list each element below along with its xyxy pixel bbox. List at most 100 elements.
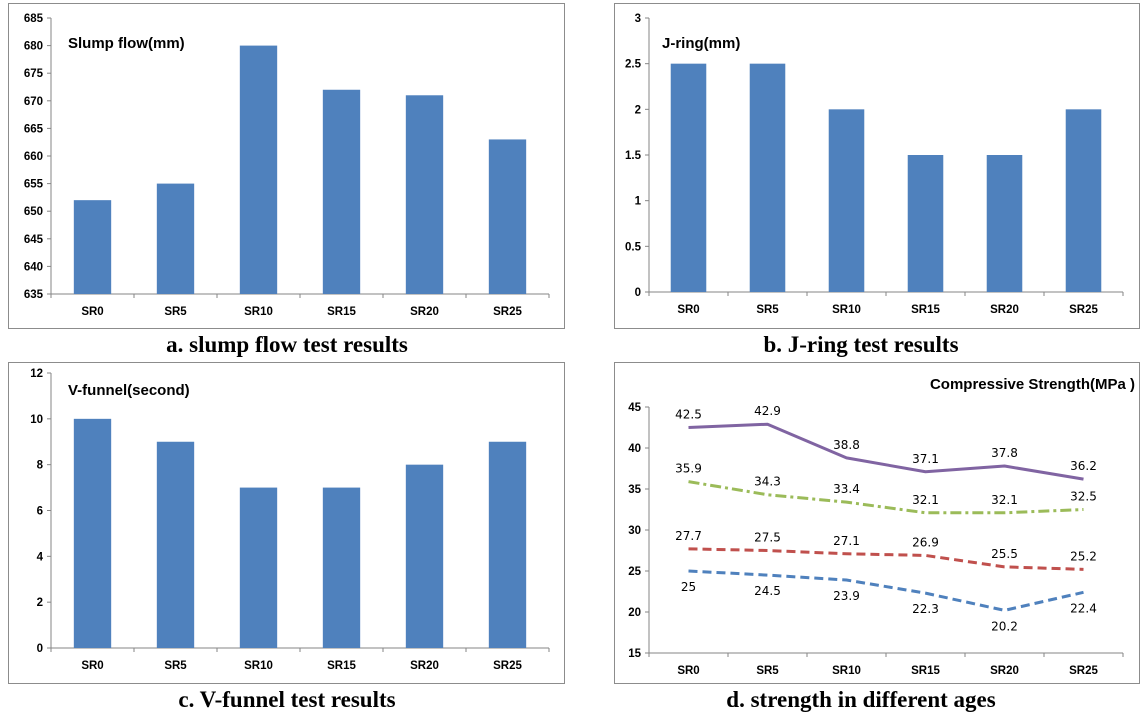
j-ring-bar-sr20 <box>986 155 1023 292</box>
compressive-strength-chart-title: Compressive Strength(MPa ) <box>930 376 1135 393</box>
v-funnel-bar-sr0 <box>73 418 112 648</box>
v-funnel-x-tick-label: SR15 <box>327 660 356 672</box>
compressive-strength-series-2-line <box>688 480 1084 515</box>
compressive-strength-series-3-data-label: 27.7 <box>675 529 702 543</box>
j-ring-chart-title: J-ring(mm) <box>662 35 740 52</box>
caption-compressive-strength: d. strength in different ages <box>726 687 996 712</box>
j-ring-y-tick-label: 0.5 <box>625 241 642 253</box>
slump-flow-y-tick-label: 665 <box>24 123 44 135</box>
v-funnel-bar-sr20 <box>405 464 444 648</box>
compressive-strength-y-tick-label: 35 <box>628 484 641 496</box>
compressive-strength-series-1-data-label: 42.9 <box>754 404 781 418</box>
v-funnel-x-tick-label: SR20 <box>410 660 439 672</box>
compressive-strength-x-tick-label: SR5 <box>756 665 779 677</box>
j-ring-y-tick-label: 2.5 <box>625 59 642 71</box>
v-funnel-y-tick-label: 2 <box>37 597 43 609</box>
compressive-strength-series-2-data-label: 33.4 <box>833 482 860 496</box>
panel-slump-flow: 635 640 645 650 655 660 665 670 675 680 685 SR0 SR5 S… <box>0 0 574 362</box>
compressive-strength-series-1-data-label: 36.2 <box>1070 459 1097 473</box>
slump-flow-y-tick-label: 660 <box>24 151 43 163</box>
chart-compressive-strength: 15 20 25 30 35 40 45 SR0 SR5 SR10 SR15 SR20 SR25 42.5… <box>628 376 1135 677</box>
j-ring-bar-sr0 <box>670 63 707 292</box>
compressive-strength-series-3-data-label: 26.9 <box>912 535 939 549</box>
compressive-strength-series-3-data-label: 27.5 <box>754 531 781 545</box>
j-ring-y-tick-label: 0 <box>635 287 641 299</box>
slump-flow-x-tick-label: SR10 <box>244 306 273 318</box>
compressive-strength-x-tick-label: SR10 <box>832 665 861 677</box>
chart-frame-j-ring: 0 0.5 1 1.5 2 2.5 3 SR0 SR5 SR10 SR15 SR20 SR25 J-rin… <box>614 3 1140 329</box>
chart-j-ring: 0 0.5 1 1.5 2 2.5 3 SR0 SR5 SR10 SR15 SR20 SR25 J-rin… <box>625 13 1124 316</box>
compressive-strength-series-4-data-label: 25 <box>681 580 696 594</box>
compressive-strength-series-2-data-label: 35.9 <box>675 462 702 476</box>
slump-flow-y-tick-label: 680 <box>24 41 43 53</box>
j-ring-bar-sr25 <box>1065 109 1102 292</box>
j-ring-x-tick-label: SR20 <box>990 304 1019 316</box>
v-funnel-bar-sr10 <box>239 487 278 648</box>
j-ring-y-tick-label: 1.5 <box>625 150 642 162</box>
compressive-strength-x-tick-label: SR0 <box>677 665 699 677</box>
compressive-strength-series-4-data-label: 23.9 <box>833 589 860 603</box>
slump-flow-x-tick-label: SR20 <box>410 306 439 318</box>
panel-j-ring: 0 0.5 1 1.5 2 2.5 3 SR0 SR5 SR10 SR15 SR20 SR25 J-rin… <box>574 0 1148 362</box>
compressive-strength-series-4-line <box>688 569 1084 612</box>
panel-compressive-strength: 15 20 25 30 35 40 45 SR0 SR5 SR10 SR15 SR20 SR25 42.5… <box>574 362 1148 717</box>
chart-frame-v-funnel: 0 2 4 6 8 10 12 SR0 SR5 SR10 SR15 SR20 SR25 V-funnel(… <box>8 362 565 684</box>
slump-flow-bar-sr25 <box>488 139 527 294</box>
panel-v-funnel: 0 2 4 6 8 10 12 SR0 SR5 SR10 SR15 SR20 SR25 V-funnel(… <box>0 362 574 717</box>
compressive-strength-series-4-data-label: 24.5 <box>754 584 781 598</box>
j-ring-y-tick-label: 3 <box>635 13 641 25</box>
j-ring-bar-sr15 <box>907 155 944 292</box>
v-funnel-y-tick-label: 6 <box>37 506 43 518</box>
slump-flow-x-tick-label: SR15 <box>327 306 356 318</box>
slump-flow-bar-sr5 <box>156 183 195 294</box>
v-funnel-chart-title: V-funnel(second) <box>68 382 190 399</box>
compressive-strength-series-3-data-label: 25.5 <box>991 547 1018 561</box>
slump-flow-y-tick-label: 670 <box>24 96 43 108</box>
v-funnel-x-tick-label: SR5 <box>164 660 187 672</box>
compressive-strength-series-2-data-label: 32.5 <box>1070 490 1097 504</box>
compressive-strength-series-2-data-label: 34.3 <box>754 475 781 489</box>
slump-flow-x-tick-label: SR25 <box>493 306 522 318</box>
j-ring-x-tick-label: SR10 <box>832 304 861 316</box>
j-ring-x-tick-label: SR25 <box>1069 304 1098 316</box>
j-ring-x-tick-label: SR5 <box>756 304 779 316</box>
compressive-strength-y-tick-label: 25 <box>628 566 641 578</box>
slump-flow-y-tick-label: 650 <box>24 206 43 218</box>
compressive-strength-series-1-data-label: 37.8 <box>991 446 1018 460</box>
slump-flow-y-tick-label: 675 <box>24 68 44 80</box>
compressive-strength-series-3-data-label: 25.2 <box>1070 549 1097 563</box>
compressive-strength-series-2-data-label: 32.1 <box>912 493 939 507</box>
v-funnel-y-tick-label: 12 <box>30 368 43 380</box>
v-funnel-bar-sr15 <box>322 487 361 648</box>
compressive-strength-series-1-data-label: 38.8 <box>833 438 860 452</box>
caption-j-ring: b. J-ring test results <box>763 332 959 357</box>
v-funnel-bar-sr5 <box>156 441 195 648</box>
v-funnel-y-tick-label: 8 <box>37 460 44 472</box>
compressive-strength-series-4-data-label: 20.2 <box>991 619 1018 633</box>
caption-slump-flow: a. slump flow test results <box>166 332 408 357</box>
slump-flow-bar-sr15 <box>322 89 361 294</box>
caption-v-funnel: c. V-funnel test results <box>178 687 396 712</box>
j-ring-x-tick-label: SR0 <box>677 304 699 316</box>
slump-flow-x-tick-label: SR0 <box>81 306 103 318</box>
slump-flow-y-tick-label: 685 <box>24 13 44 25</box>
chart-frame-compressive-strength: 15 20 25 30 35 40 45 SR0 SR5 SR10 SR15 SR20 SR25 42.5… <box>614 362 1140 684</box>
slump-flow-bar-sr20 <box>405 95 444 294</box>
slump-flow-y-tick-label: 645 <box>24 234 44 246</box>
compressive-strength-series-1-data-label: 37.1 <box>912 452 939 466</box>
compressive-strength-y-tick-label: 20 <box>628 607 641 619</box>
chart-frame-slump-flow: 635 640 645 650 655 660 665 670 675 680 685 SR0 SR5 S… <box>8 3 565 329</box>
j-ring-bar-sr10 <box>828 109 865 292</box>
compressive-strength-series-4-data-label: 22.3 <box>912 602 939 616</box>
compressive-strength-series-1-data-label: 42.5 <box>675 408 702 422</box>
compressive-strength-series-1-line <box>688 422 1084 481</box>
slump-flow-y-tick-label: 635 <box>24 289 44 301</box>
v-funnel-x-tick-label: SR0 <box>81 660 103 672</box>
compressive-strength-x-tick-label: SR25 <box>1069 665 1098 677</box>
j-ring-x-tick-label: SR15 <box>911 304 940 316</box>
compressive-strength-y-tick-label: 45 <box>628 402 641 414</box>
compressive-strength-x-tick-label: SR15 <box>911 665 940 677</box>
v-funnel-y-tick-label: 10 <box>30 414 43 426</box>
slump-flow-bar-sr0 <box>73 200 112 294</box>
v-funnel-bar-sr25 <box>488 441 527 648</box>
